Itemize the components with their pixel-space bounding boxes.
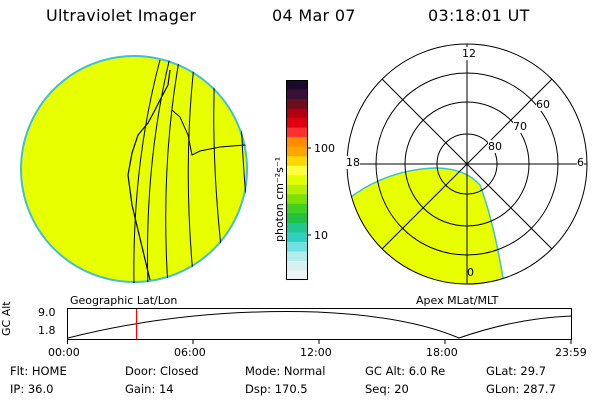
info-mode: Mode: Normal <box>245 364 326 378</box>
colorbar-band <box>286 241 308 252</box>
date-label: 04 Mar 07 <box>272 6 356 25</box>
info-ip: IP: 36.0 <box>10 382 54 396</box>
colorbar-band <box>286 270 308 281</box>
time-tick-3: 18:00 <box>426 346 458 359</box>
time-tick-0: 00:00 <box>48 346 80 359</box>
colorbar-band <box>286 213 308 224</box>
apex-caption: Apex MLat/MLT <box>416 294 499 307</box>
colorbar-band <box>286 203 308 214</box>
time-tick-1: 06:00 <box>174 346 206 359</box>
colorbar-band <box>286 232 308 243</box>
colorbar-tick-10: 10 <box>314 229 328 242</box>
mlat-label-80: 80 <box>488 140 502 153</box>
colorbar-band <box>286 156 308 167</box>
info-door: Door: Closed <box>125 364 199 378</box>
colorbar-unit-label: photon cm⁻²s⁻¹ <box>273 156 286 242</box>
colorbar-band <box>286 222 308 233</box>
mlat-label-60: 60 <box>536 98 550 111</box>
time-tick-2: 12:00 <box>300 346 332 359</box>
mlt-label-18: 18 <box>346 156 360 169</box>
colorbar-band <box>286 146 308 157</box>
colorbar-band <box>286 118 308 129</box>
mlat-label-70: 70 <box>513 120 527 133</box>
colorbar-band <box>286 251 308 262</box>
colorbar-band <box>286 260 308 271</box>
colorbar-band <box>286 127 308 138</box>
info-gain: Gain: 14 <box>125 382 174 396</box>
colorbar-band <box>286 165 308 176</box>
colorbar-tick-100: 100 <box>314 142 335 155</box>
time-tick-4: 23:59 <box>555 346 587 359</box>
mlt-label-12: 12 <box>462 47 476 60</box>
info-flt: Flt: HOME <box>10 364 67 378</box>
alt-tick-high: 9.0 <box>38 306 56 319</box>
mlt-label-0: 0 <box>467 266 474 279</box>
colorbar-band <box>286 175 308 186</box>
geographic-map <box>20 55 248 283</box>
colorbar-band <box>286 194 308 205</box>
info-seq: Seq: 20 <box>365 382 409 396</box>
geographic-caption: Geographic Lat/Lon <box>70 294 178 307</box>
info-gc-alt: GC Alt: 6.0 Re <box>365 364 446 378</box>
colorbar-band <box>286 80 308 91</box>
aurora-oval <box>347 167 506 284</box>
mlt-label-6: 6 <box>577 156 584 169</box>
altitude-plot <box>67 308 572 344</box>
info-dsp: Dsp: 170.5 <box>245 382 308 396</box>
colorbar-band <box>286 184 308 195</box>
alt-tick-low: 1.8 <box>38 324 56 337</box>
colorbar-band <box>286 89 308 100</box>
time-label: 03:18:01 UT <box>428 6 530 25</box>
colorbar-band <box>286 137 308 148</box>
info-glat: GLat: 29.7 <box>486 364 547 378</box>
instrument-title: Ultraviolet Imager <box>46 6 197 25</box>
info-glon: GLon: 287.7 <box>486 382 556 396</box>
polar-plot <box>346 43 588 285</box>
colorbar <box>286 80 311 281</box>
gc-alt-axis-label: GC Alt <box>0 301 13 336</box>
colorbar-band <box>286 99 308 110</box>
colorbar-band <box>286 108 308 119</box>
